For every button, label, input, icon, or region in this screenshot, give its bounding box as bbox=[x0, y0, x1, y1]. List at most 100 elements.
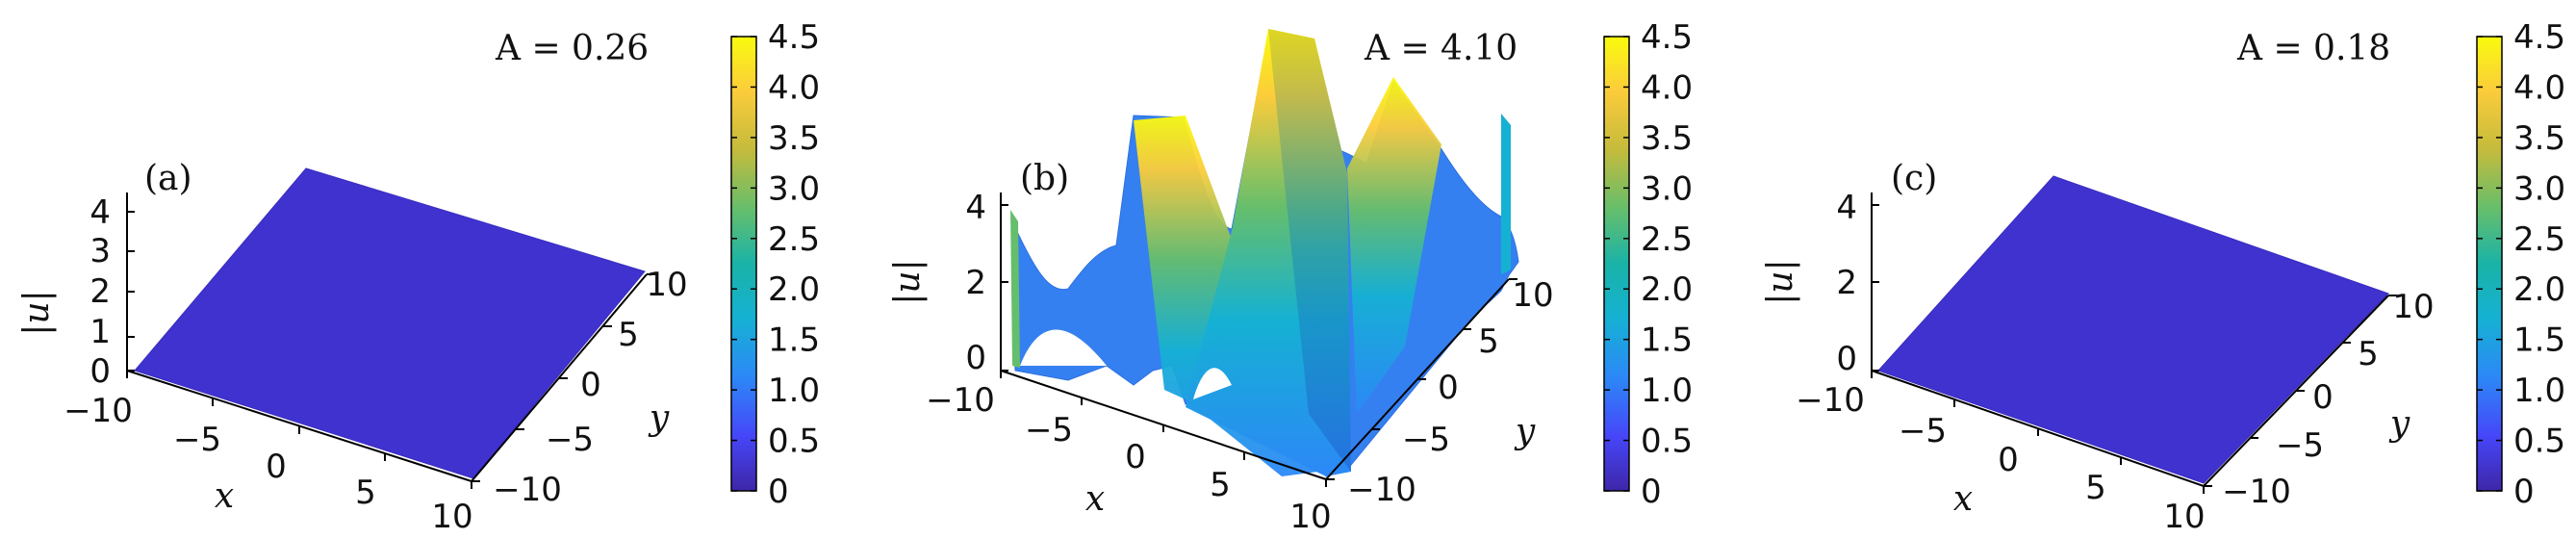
x-label-c: x bbox=[1953, 479, 1973, 519]
z-tick-a-0: 0 bbox=[89, 352, 111, 391]
y-tick-b-3: 5 bbox=[1478, 322, 1499, 361]
z-tick-b-1: 2 bbox=[965, 264, 986, 302]
colorbar-c bbox=[2476, 36, 2503, 492]
x-tick-b-1: −5 bbox=[1025, 411, 1073, 449]
colorbar-tick-label: 0 bbox=[768, 473, 789, 511]
y-tick-c-0: −10 bbox=[2222, 473, 2291, 511]
x-tick-a-1: −5 bbox=[173, 421, 221, 459]
z-tick-b-0: 0 bbox=[965, 339, 986, 377]
z-tick-a-3: 3 bbox=[89, 232, 111, 270]
surface-a bbox=[134, 167, 646, 479]
x-tick-b-0: −10 bbox=[926, 381, 995, 420]
x-tick-a-4: 10 bbox=[431, 498, 472, 536]
annotation-b: A = 4.10 bbox=[1364, 29, 1518, 68]
x-tick-b-4: 10 bbox=[1289, 498, 1331, 536]
z-ticks-c bbox=[1872, 204, 1879, 372]
y-ticks-c bbox=[2204, 295, 2397, 487]
colorbar-tick-label: 3.0 bbox=[1641, 169, 1693, 208]
x-tick-b-3: 5 bbox=[1210, 466, 1231, 504]
y-tick-a-1: −5 bbox=[546, 421, 594, 459]
ridge-b-2-face bbox=[1268, 29, 1351, 472]
colorbar-tick-label: 3.5 bbox=[768, 119, 820, 158]
panel-label-a: (a) bbox=[144, 159, 192, 198]
colorbar-tick-label: 4.5 bbox=[768, 18, 820, 57]
panel-label-c: (c) bbox=[1891, 159, 1937, 198]
x-tick-a-2: 0 bbox=[266, 448, 287, 486]
x-tick-a-3: 5 bbox=[355, 474, 376, 512]
ridge-b-3 bbox=[1347, 77, 1441, 414]
panel-b: 0 2 4 |u| −10 −5 0 5 10 x −10 −5 0 5 bbox=[888, 18, 1693, 536]
colorbar-tick-label: 1.0 bbox=[1641, 372, 1693, 410]
z-label-c: |u| bbox=[1761, 259, 1800, 304]
x-label-b: x bbox=[1085, 479, 1105, 519]
colorbar-tick-label: 0.5 bbox=[768, 423, 820, 461]
colorbar-tick-label: 4.5 bbox=[2513, 18, 2565, 57]
colorbar-tick-label: 4.0 bbox=[1641, 68, 1693, 107]
colorbar-tick-label: 3.0 bbox=[768, 169, 820, 208]
colorbar-tick-label: 3.5 bbox=[1641, 119, 1693, 158]
x-axis-a bbox=[126, 370, 472, 482]
colorbar-tick-label: 2.5 bbox=[2513, 220, 2565, 259]
colorbar-tick-label: 3.5 bbox=[2513, 119, 2565, 158]
colorbar-tick-label: 1.0 bbox=[2513, 372, 2565, 410]
colorbar-tick-label: 3.0 bbox=[2513, 169, 2565, 208]
x-ticks-a bbox=[126, 371, 472, 489]
colorbar-tick-label: 1.0 bbox=[768, 372, 820, 410]
x-tick-b-2: 0 bbox=[1125, 438, 1146, 476]
colorbar-tick-label: 4.0 bbox=[768, 68, 820, 107]
y-tick-c-4: 10 bbox=[2392, 288, 2434, 326]
z-label-b: |u| bbox=[888, 259, 928, 304]
z-tick-a-4: 4 bbox=[89, 193, 111, 232]
x-tick-c-1: −5 bbox=[1899, 412, 1947, 450]
panel-a: 0 1 2 3 4 |u| −10 −5 0 5 10 x −10 −5 bbox=[17, 18, 820, 536]
x-tick-c-0: −10 bbox=[1796, 381, 1865, 420]
annotation-c: A = 0.18 bbox=[2236, 29, 2390, 68]
x-ticks-c bbox=[1871, 371, 2205, 494]
y-tick-b-2: 0 bbox=[1438, 369, 1459, 407]
z-tick-b-2: 4 bbox=[965, 189, 986, 227]
colorbar-tick-label: 2.0 bbox=[2513, 270, 2565, 309]
colorbar-tick-label: 0 bbox=[2513, 473, 2535, 511]
colorbar-tick-label: 2.5 bbox=[1641, 220, 1693, 259]
colorbar-tick-label: 4.0 bbox=[2513, 68, 2565, 107]
z-tick-c-0: 0 bbox=[1836, 340, 1857, 378]
colorbar-tick-label: 0 bbox=[1641, 473, 1662, 511]
y-label-b: y bbox=[1514, 412, 1536, 451]
z-tick-c-2: 4 bbox=[1836, 189, 1857, 227]
x-tick-c-3: 5 bbox=[2085, 469, 2106, 507]
colorbar-ticks-b: 0 0.5 1.0 1.5 2.0 2.5 3.0 3.5 4.0 4.5 bbox=[1604, 18, 1693, 511]
z-ticks-a bbox=[127, 211, 135, 372]
surface-c bbox=[1877, 175, 2389, 484]
colorbar-tick-label: 2.0 bbox=[1641, 270, 1693, 309]
colorbar-a bbox=[730, 36, 757, 492]
colorbar-b bbox=[1603, 36, 1630, 492]
x-tick-c-4: 10 bbox=[2163, 498, 2205, 536]
x-label-a: x bbox=[215, 476, 234, 516]
z-ticks-b bbox=[1001, 204, 1008, 372]
colorbar-ticks-c: 0 0.5 1.0 1.5 2.0 2.5 3.0 3.5 4.0 4.5 bbox=[2477, 18, 2565, 511]
colorbar-tick-label: 1.5 bbox=[2513, 321, 2565, 360]
y-tick-a-3: 5 bbox=[618, 316, 639, 354]
spike-b-left bbox=[1010, 210, 1020, 368]
colorbar-ticks-a: 0 0.5 1.0 1.5 2.0 2.5 3.0 3.5 4.0 4.5 bbox=[731, 18, 820, 511]
y-ticks-b bbox=[1326, 278, 1518, 480]
y-ticks-a bbox=[472, 273, 655, 482]
colorbar-tick-label: 0.5 bbox=[1641, 423, 1693, 461]
y-label-c: y bbox=[2388, 404, 2410, 444]
colorbar-tick-label: 2.0 bbox=[768, 270, 820, 309]
colorbar-tick-label: 1.5 bbox=[1641, 321, 1693, 360]
y-tick-c-2: 0 bbox=[2312, 378, 2334, 417]
y-tick-b-1: −5 bbox=[1402, 421, 1450, 459]
y-tick-c-1: −5 bbox=[2276, 426, 2324, 465]
y-tick-a-2: 0 bbox=[580, 366, 601, 404]
z-label-a: |u| bbox=[17, 290, 57, 335]
colorbar-tick-label: 0.5 bbox=[2513, 423, 2565, 461]
z-tick-a-2: 2 bbox=[89, 272, 111, 311]
x-ticks-b bbox=[1000, 371, 1327, 487]
x-tick-a-0: −10 bbox=[64, 392, 133, 430]
spike-b-right bbox=[1501, 114, 1511, 274]
x-tick-c-2: 0 bbox=[1998, 441, 2019, 479]
z-tick-a-1: 1 bbox=[89, 313, 111, 351]
colorbar-tick-label: 4.5 bbox=[1641, 18, 1693, 57]
